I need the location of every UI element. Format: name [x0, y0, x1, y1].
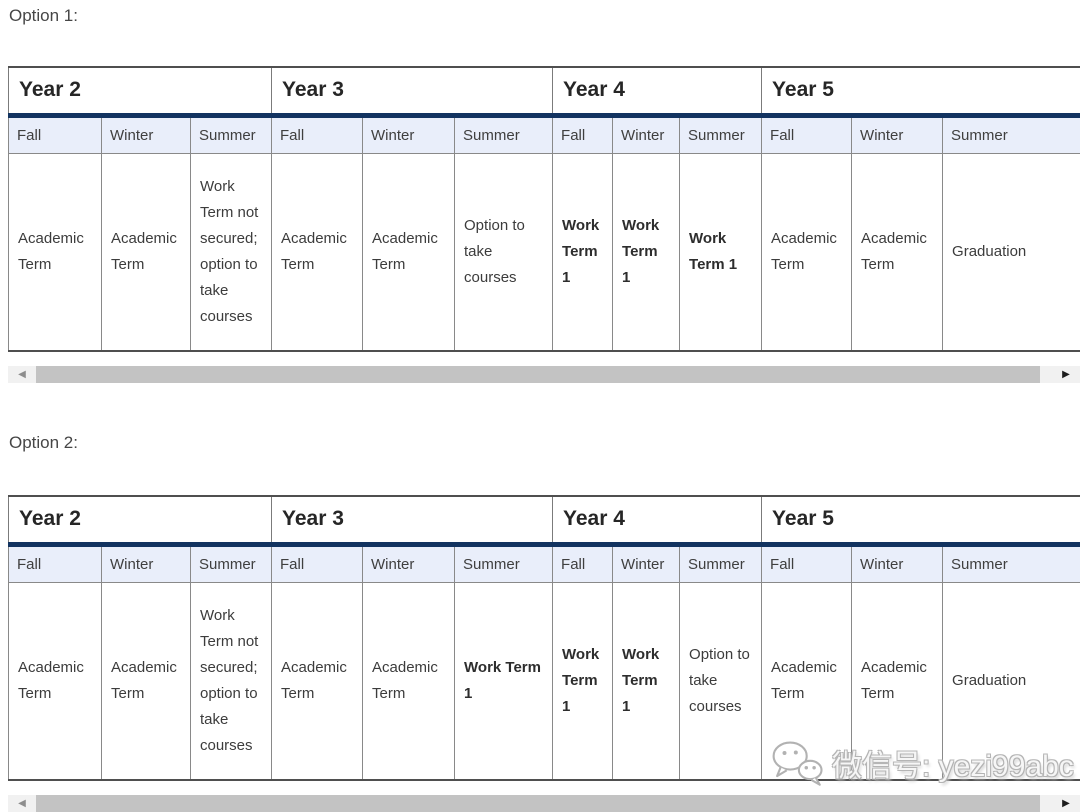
option2-table-viewport: Year 2 Year 3 Year 4 Year 5 Fall Winter … [8, 495, 1080, 792]
term-cell: Academic Term [271, 152, 364, 352]
season-header: Fall [8, 543, 102, 583]
season-header: Summer [454, 114, 554, 154]
season-header: Winter [362, 543, 456, 583]
season-header: Summer [679, 114, 763, 154]
term-cell: Work Term 1 [612, 152, 681, 352]
term-cell: Academic Term [101, 581, 191, 781]
term-cell: Work Term 1 [679, 152, 763, 352]
season-header: Winter [362, 114, 456, 154]
season-header: Summer [679, 543, 763, 583]
term-cell: Academic Term [271, 581, 364, 781]
term-cell: Graduation [942, 581, 1080, 781]
option1-table-viewport: Year 2 Year 3 Year 4 Year 5 Fall Winter … [8, 66, 1080, 363]
season-header: Fall [271, 114, 364, 154]
scrollbar-thumb[interactable] [36, 366, 1040, 383]
year-header: Year 5 [761, 66, 1080, 118]
season-header: Winter [851, 543, 944, 583]
term-cell: Academic Term [761, 581, 853, 781]
year-header: Year 2 [8, 495, 273, 547]
season-header: Summer [454, 543, 554, 583]
term-cell: Work Term not secured; option to take co… [189, 152, 273, 352]
term-cell: Academic Term [362, 152, 456, 352]
season-header: Fall [271, 543, 364, 583]
term-cell: Graduation [942, 152, 1080, 352]
option2-horizontal-scrollbar[interactable]: ◀ ▶ [8, 795, 1080, 812]
option2-label: Option 2: [9, 433, 78, 452]
option1-horizontal-scrollbar[interactable]: ◀ ▶ [8, 366, 1080, 383]
year-header: Year 4 [552, 495, 763, 547]
scroll-right-icon: ▶ [1062, 798, 1070, 809]
term-cell: Work Term 1 [612, 581, 681, 781]
term-cell: Work Term 1 [552, 581, 614, 781]
term-cell: Academic Term [101, 152, 191, 352]
scroll-left-icon: ◀ [18, 798, 26, 809]
term-cell: Option to take courses [454, 152, 554, 352]
scrollbar-thumb[interactable] [36, 795, 1040, 812]
season-header: Winter [101, 543, 191, 583]
term-cell: Academic Term [362, 581, 456, 781]
season-header: Fall [761, 543, 853, 583]
season-header: Winter [101, 114, 191, 154]
option1-label: Option 1: [9, 6, 78, 25]
season-header: Summer [942, 543, 1080, 583]
term-cell: Academic Term [8, 581, 102, 781]
season-header: Winter [612, 543, 681, 583]
year-header: Year 3 [271, 495, 554, 547]
scroll-left-icon: ◀ [18, 369, 26, 380]
scroll-right-button[interactable]: ▶ [1052, 795, 1080, 812]
year-header: Year 2 [8, 66, 273, 118]
year-header: Year 5 [761, 495, 1080, 547]
term-cell: Academic Term [851, 152, 944, 352]
season-header: Fall [8, 114, 102, 154]
season-header: Summer [189, 114, 273, 154]
season-header: Fall [552, 114, 614, 154]
scroll-right-button[interactable]: ▶ [1052, 366, 1080, 383]
scroll-left-button[interactable]: ◀ [8, 795, 36, 812]
season-header: Summer [189, 543, 273, 583]
season-header: Fall [761, 114, 853, 154]
term-cell: Work Term 1 [552, 152, 614, 352]
option2-table: Year 2 Year 3 Year 4 Year 5 Fall Winter … [8, 495, 1080, 781]
season-header: Fall [552, 543, 614, 583]
scroll-right-icon: ▶ [1062, 369, 1070, 380]
term-cell: Option to take courses [679, 581, 763, 781]
option1-table: Year 2 Year 3 Year 4 Year 5 Fall Winter … [8, 66, 1080, 352]
term-cell: Academic Term [761, 152, 853, 352]
season-header: Winter [612, 114, 681, 154]
term-cell: Academic Term [851, 581, 944, 781]
year-header: Year 4 [552, 66, 763, 118]
season-header: Winter [851, 114, 944, 154]
term-cell: Work Term not secured; option to take co… [189, 581, 273, 781]
season-header: Summer [942, 114, 1080, 154]
term-cell: Academic Term [8, 152, 102, 352]
year-header: Year 3 [271, 66, 554, 118]
scroll-left-button[interactable]: ◀ [8, 366, 36, 383]
term-cell: Work Term 1 [454, 581, 554, 781]
